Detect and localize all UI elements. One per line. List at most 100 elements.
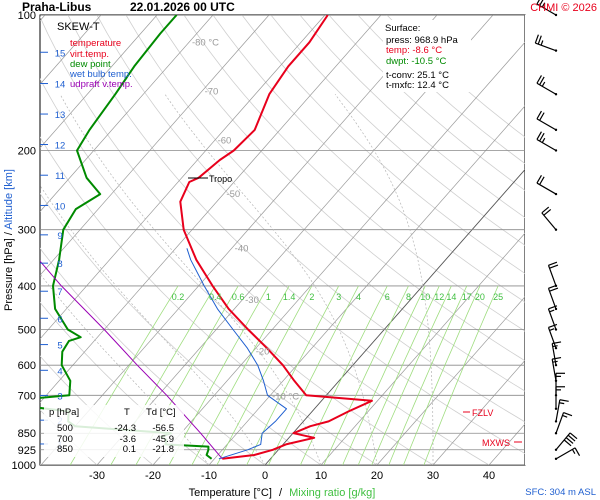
altitude-tick-label: 5 <box>57 341 62 352</box>
isotherm-label: -10 °C <box>272 392 299 403</box>
isotherm-label: -70 <box>205 87 219 98</box>
mixing-ratio-label: 17 <box>462 292 472 302</box>
surface-tmxfc: t-mxfc: 12.4 °C <box>386 80 449 91</box>
mixing-ratio-label: 0.2 <box>172 292 185 302</box>
altitude-axis-label: Altitude [km] <box>3 169 15 230</box>
sfc-label: SFC: 304 m ASL <box>525 487 596 498</box>
mixing-ratio-axis-label: Mixing ratio [g/kg] <box>289 487 375 499</box>
wind-barb <box>554 412 573 435</box>
mixing-ratio-label: 10 <box>420 292 430 302</box>
mixing-ratio-label: 4 <box>356 292 361 302</box>
mixing-ratio-line <box>388 285 468 465</box>
mixing-ratio-line <box>191 285 290 465</box>
datetime-title: 22.01.2026 00 UTC <box>130 0 235 14</box>
pressure-tick-label: 700 <box>18 390 36 402</box>
legend-item-dew-point: dew point <box>70 59 111 70</box>
isotherm <box>40 15 382 404</box>
legend-item-updraft: udpraft v.temp. <box>70 79 133 90</box>
altitude-tick-label: 6 <box>57 314 62 325</box>
wind-barb <box>554 447 581 461</box>
temperature-tick-label: 40 <box>483 470 495 482</box>
wind-barb <box>554 432 578 451</box>
mixing-ratio-line <box>246 285 340 465</box>
tropopause-label: Tropo <box>209 174 232 184</box>
wind-barb <box>536 131 558 152</box>
table-cell: 850 <box>57 444 73 455</box>
table-cell: 0.1 <box>123 444 136 455</box>
wind-barb <box>534 34 558 52</box>
isotherm <box>40 15 214 213</box>
mixing-ratio-line <box>268 285 359 465</box>
temperature-tick-label: 10 <box>315 470 327 482</box>
surface-tconv: t-conv: 25.1 °C <box>386 70 449 81</box>
isotherm <box>40 15 270 276</box>
table-cell: -3.6 <box>120 434 136 445</box>
dry-adiabat <box>299 15 525 219</box>
temperature-tick-label: -20 <box>145 470 161 482</box>
wind-barb <box>536 110 558 132</box>
legend: SKEW-T temperature virt.temp. dew point … <box>57 21 133 90</box>
pressure-tick-label: 400 <box>18 281 36 293</box>
mixing-ratio-line <box>323 285 409 465</box>
temperature-tick-label: -30 <box>89 470 105 482</box>
altitude-tick-label: 11 <box>55 171 65 182</box>
mixing-ratio-label: 14 <box>446 292 456 302</box>
altitude-tick-label: 10 <box>55 201 66 212</box>
mixing-ratio-label: 3 <box>336 292 341 302</box>
wind-barb <box>541 206 558 231</box>
pressure-axis-label: Pressure [hPa] <box>3 238 15 311</box>
moist-adiabat <box>334 93 434 465</box>
isotherm <box>40 15 158 149</box>
dry-adiabat <box>270 15 525 246</box>
wind-barb <box>536 174 558 196</box>
dry-adiabat <box>154 15 525 362</box>
pressure-tick-label: 300 <box>18 225 36 237</box>
dry-adiabat <box>125 15 525 392</box>
legend-item-temperature: temperature <box>70 38 121 49</box>
wind-barb <box>536 75 558 96</box>
temperature-tick-label: -10 <box>201 470 217 482</box>
pressure-tick-label: 100 <box>18 10 36 22</box>
dry-adiabat <box>212 15 525 303</box>
isotherm <box>320 232 525 465</box>
credit-label: CHMI © 2026 <box>530 2 597 14</box>
pressure-tick-label: 200 <box>18 145 36 157</box>
temperature-axis-label: Temperature [°C] <box>189 487 272 499</box>
moist-adiabat <box>59 94 322 465</box>
isotherm <box>40 15 438 465</box>
table-header-p: p [hPa] <box>49 407 79 418</box>
mixing-ratio-label: 20 <box>475 292 485 302</box>
pressure-tick-label: 600 <box>18 360 36 372</box>
table-cell: -21.8 <box>152 444 174 455</box>
mixing-ratio-line <box>371 285 452 465</box>
mxws-label: MXWS <box>482 438 510 448</box>
altitude-tick-label: 13 <box>55 110 66 121</box>
mixing-ratio-label: 1 <box>266 292 271 302</box>
fzlv-label: FZLV <box>472 408 493 418</box>
table-cell: -24.3 <box>114 423 136 434</box>
x-axis-title: Temperature [°C] / Mixing ratio [g/kg] <box>189 487 376 499</box>
mixing-ratio-label: 25 <box>493 292 503 302</box>
wind-barb <box>547 305 558 331</box>
surface-title: Surface: <box>385 23 420 34</box>
altitude-tick-label: 15 <box>55 48 66 59</box>
isotherm-label: -40 <box>235 243 249 254</box>
mixing-ratio-line <box>300 285 388 465</box>
series-wet-bulb-temp <box>186 248 287 460</box>
isotherm <box>152 41 525 465</box>
surface-info-box: Surface: press: 968.9 hPa temp: -8.6 °C … <box>383 20 471 92</box>
pressure-tick-label: 500 <box>18 325 36 337</box>
wind-barb <box>554 386 565 410</box>
isotherm <box>432 359 525 465</box>
table-header-t: T <box>124 407 130 418</box>
isotherm-label: -80 °C <box>192 37 219 48</box>
pressure-tick-label: 850 <box>18 428 36 440</box>
legend-title: SKEW-T <box>57 21 100 33</box>
surface-temp: temp: -8.6 °C <box>386 45 442 56</box>
altitude-tick-label: 4 <box>57 366 62 377</box>
mixing-ratio-line <box>357 285 440 465</box>
isotherm-label: -50 <box>226 189 240 200</box>
altitude-tick-label: 7 <box>57 287 62 298</box>
isotherm-label: -30 <box>245 295 259 306</box>
